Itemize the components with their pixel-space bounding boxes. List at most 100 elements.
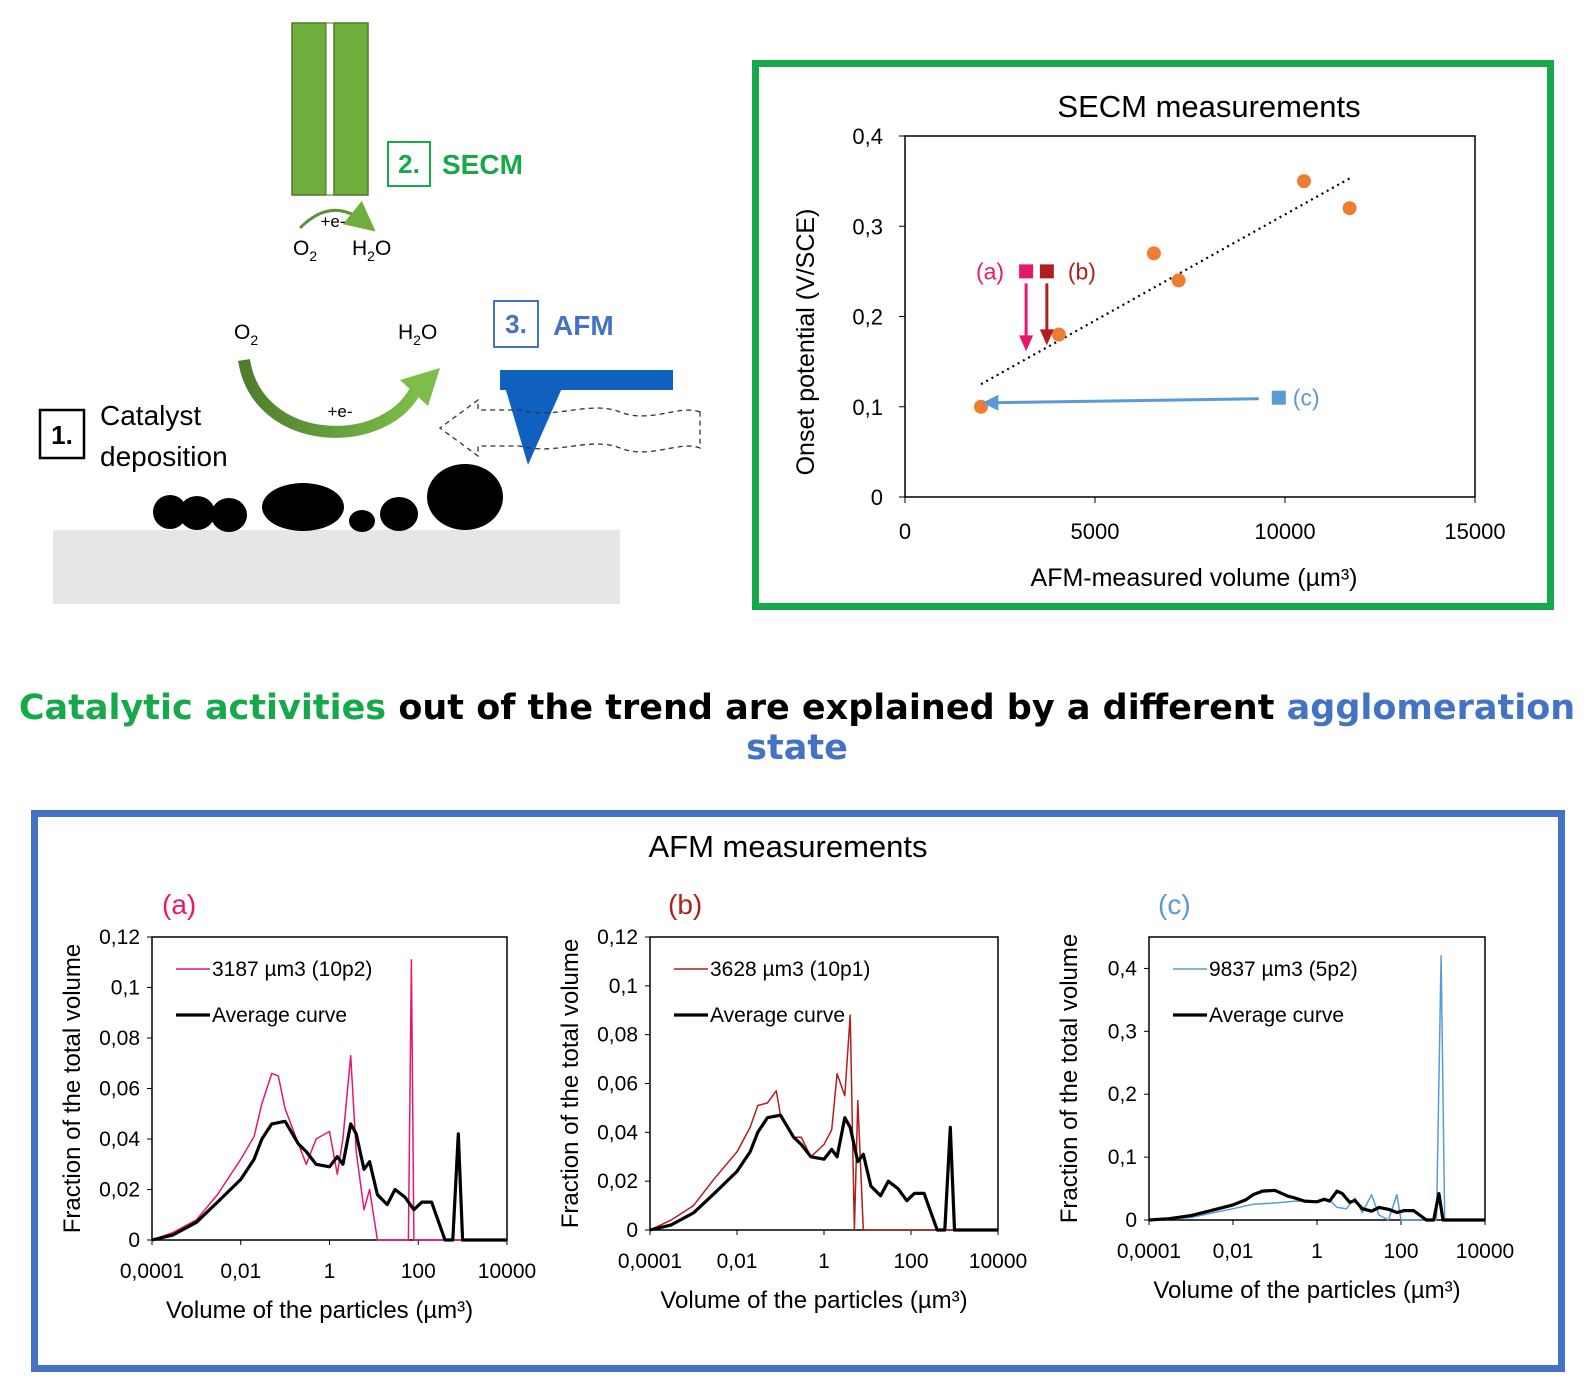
headline-part-agglomeration: agglomeration state [746, 688, 1576, 768]
arc-reactant-o2: O2 [234, 321, 258, 348]
step2-number: 2. [398, 149, 420, 179]
secm-x-tick-label: 15000 [1444, 519, 1505, 544]
secm-electron-arrow [298, 200, 376, 232]
step1-label-line2: deposition [100, 441, 228, 472]
afm-average-series-line [649, 1113, 998, 1232]
secm-data-point [1051, 327, 1066, 342]
secm-electron-label: +e- [320, 212, 345, 231]
arc-product-h2o: H2O [398, 321, 437, 348]
secm-product-h2o: H2O [352, 237, 391, 264]
secm-marker-b [1039, 264, 1054, 279]
secm-y-tick-label: 0,4 [852, 124, 883, 149]
afm-panel-label: (c) [1158, 889, 1191, 920]
headline: Catalytic activities out of the trend ar… [0, 688, 1594, 768]
secm-y-tick-label: 0,3 [852, 214, 883, 239]
afm-x-tick-label: 0,0001 [618, 1250, 682, 1273]
afm-x-tick-label: 0,0001 [120, 1260, 184, 1283]
afm-x-tick-label: 0,0001 [1117, 1240, 1181, 1263]
secm-marker-c [1271, 390, 1286, 405]
afm-sample-series-line [151, 958, 507, 1241]
step1-number: 1. [51, 420, 73, 450]
afm-x-tick-label: 0,01 [1213, 1240, 1254, 1263]
catalysis-arc [238, 358, 424, 438]
afm-y-tick-label: 0,06 [597, 1073, 638, 1096]
afm-x-axis-label: Volume of the particles (µm³) [1153, 1277, 1460, 1304]
secm-chart: SECM measurements Onset potential (V/SCE… [792, 89, 1506, 592]
secm-data-point [1171, 273, 1186, 288]
secm-marker-a [1019, 264, 1034, 279]
afm-x-tick-label: 10000 [969, 1250, 1027, 1273]
afm-panel-label: (b) [668, 889, 702, 920]
secm-x-axis-label: AFM-measured volume (µm³) [1031, 564, 1358, 592]
afm-legend-label: 9837 µm3 (5p2) [1209, 958, 1358, 981]
step3-number: 3. [505, 309, 527, 339]
afm-y-tick-label: 0,1 [609, 975, 638, 998]
afm-x-axis-label: Volume of the particles (µm³) [166, 1297, 473, 1324]
afm-panel-label: (a) [162, 889, 196, 920]
afm-chart-c: (c) 0,0001 0,01 1 100 10000 0 0,1 0,2 0,3 0,4 Fract… [1056, 889, 1514, 1304]
afm-x-tick-label: 100 [1383, 1240, 1418, 1263]
secm-label-a: (a) [976, 258, 1004, 284]
secm-reactant-o2: O2 [293, 237, 317, 264]
afm-legend-label: 3187 µm3 (10p2) [212, 958, 372, 981]
afm-panel: AFM measurements (a) 0,0001 0,01 1 100 10000 0… [31, 810, 1565, 1372]
afm-y-tick-label: 0,02 [99, 1179, 140, 1202]
afm-y-tick-label: 0,04 [99, 1128, 140, 1151]
afm-y-tick-label: 0,4 [1108, 957, 1138, 980]
step3-number-box [493, 300, 539, 348]
afm-y-tick-label: 0,12 [99, 926, 140, 949]
secm-chart-title: SECM measurements [1057, 89, 1360, 124]
afm-y-tick-label: 0,12 [597, 926, 638, 949]
afm-y-tick-label: 0,08 [597, 1024, 638, 1047]
secm-y-tick-label: 0,1 [852, 395, 883, 420]
secm-data-point [1342, 201, 1357, 216]
afm-cantilever [500, 370, 673, 465]
afm-x-tick-label: 0,01 [220, 1260, 261, 1283]
secm-y-tick-label: 0,2 [852, 305, 883, 330]
afm-y-axis-label: Fraction of the total volume [557, 939, 584, 1228]
afm-x-tick-label: 1 [324, 1260, 336, 1283]
step1-number-box [38, 408, 86, 460]
secm-x-tick-label: 5000 [1071, 519, 1120, 544]
secm-arrow-a-head [1019, 335, 1034, 352]
secm-trendline [980, 177, 1351, 386]
afm-y-tick-label: 0,3 [1108, 1020, 1137, 1043]
catalysis-arc-head [400, 368, 440, 406]
afm-x-tick-label: 10000 [1456, 1240, 1514, 1263]
secm-x-tick-label: 10000 [1254, 519, 1315, 544]
afm-y-tick-label: 0 [1125, 1209, 1137, 1232]
secm-label-c: (c) [1293, 385, 1320, 411]
secm-probe [291, 22, 369, 196]
workflow-diagram: +e- O2 H2O 2. SECM 3. AFM O2 H2O +e- 1. … [38, 22, 701, 604]
secm-arrow-c-head [982, 394, 999, 411]
secm-x-tick-label: 0 [899, 519, 911, 544]
afm-x-axis-label: Volume of the particles (µm³) [660, 1287, 967, 1314]
secm-plot-frame [904, 135, 1476, 498]
secm-arrow-c [994, 397, 1259, 405]
afm-y-tick-label: 0,04 [597, 1121, 638, 1144]
afm-legend-label: Average curve [212, 1004, 347, 1027]
afm-y-tick-label: 0,08 [99, 1027, 140, 1050]
afm-y-tick-label: 0,2 [1108, 1083, 1137, 1106]
afm-x-tick-label: 0,01 [717, 1250, 758, 1273]
afm-sample-series-line [1148, 955, 1485, 1221]
secm-arrow-b-head [1039, 329, 1054, 346]
afm-x-tick-label: 100 [401, 1260, 436, 1283]
afm-y-tick-label: 0 [128, 1229, 140, 1252]
afm-average-series-line [151, 1119, 507, 1242]
afm-x-tick-label: 10000 [478, 1260, 536, 1283]
afm-y-tick-label: 0,1 [1108, 1146, 1137, 1169]
afm-y-axis-label: Fraction of the total volume [1056, 934, 1083, 1223]
afm-y-tick-label: 0,1 [111, 977, 140, 1000]
afm-scan-arrow [438, 398, 701, 458]
afm-y-tick-label: 0 [626, 1219, 638, 1242]
afm-sample-series-line [649, 1014, 998, 1231]
catalyst-particles [153, 464, 503, 532]
afm-x-tick-label: 1 [1311, 1240, 1323, 1263]
secm-data-point [1297, 174, 1311, 189]
afm-legend-label: Average curve [1209, 1004, 1344, 1027]
step3-label: AFM [553, 310, 614, 341]
afm-y-axis-label: Fraction of the total volume [59, 944, 86, 1233]
afm-x-tick-label: 100 [893, 1250, 928, 1273]
step1-label-line1: Catalyst [100, 400, 201, 431]
